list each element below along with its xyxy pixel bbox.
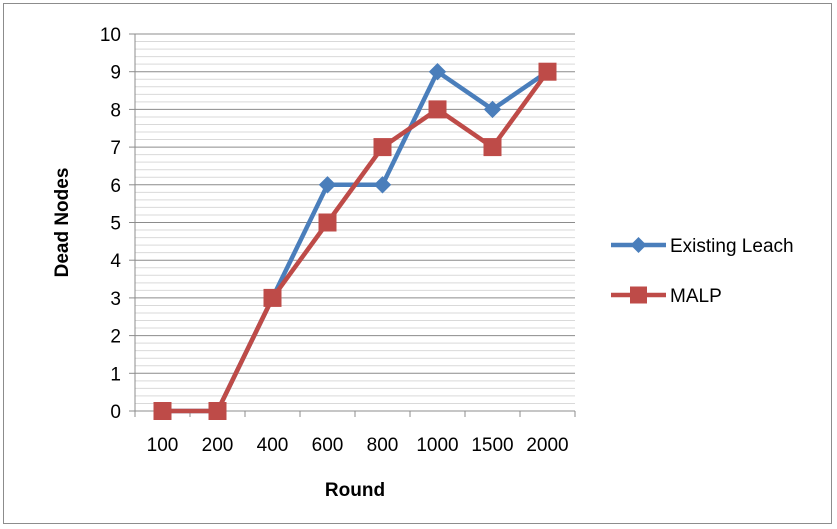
axes (129, 33, 576, 417)
data-point-existing-leach (373, 176, 392, 194)
data-point-existing-leach (428, 62, 447, 81)
series-line-malp (162, 70, 550, 414)
y-tick-label: 10 (100, 25, 121, 46)
x-axis-title: Round (325, 480, 385, 501)
y-tick-label: 4 (110, 251, 121, 272)
legend-label-malp: MALP (670, 286, 722, 307)
x-tick-label: 100 (147, 435, 179, 456)
data-point-malp (263, 288, 282, 307)
y-tick-label: 5 (110, 214, 121, 235)
x-tick-label: 200 (202, 435, 234, 456)
y-tick-label: 0 (110, 402, 121, 423)
series-group (153, 62, 557, 420)
series-malp (153, 62, 557, 420)
x-tick-label: 1500 (471, 435, 513, 456)
y-tick-label: 6 (110, 176, 121, 197)
legend-item-existing-leach: Existing Leach (611, 236, 794, 257)
data-point-malp (318, 213, 337, 232)
legend-square-marker-icon (630, 286, 647, 304)
gridlines (135, 33, 575, 404)
data-point-malp (153, 402, 172, 420)
legend-diamond-marker-icon (630, 237, 647, 253)
y-tick-label: 9 (110, 63, 121, 84)
data-point-malp (428, 100, 447, 119)
y-tick-label: 3 (110, 289, 121, 310)
x-tick-label: 1000 (416, 435, 458, 456)
legend: Existing Leach MALP (611, 236, 794, 307)
data-point-malp (483, 138, 502, 157)
data-point-existing-leach (483, 100, 502, 119)
data-point-malp (373, 138, 392, 157)
data-point-malp (538, 62, 557, 81)
y-axis-title: Dead Nodes (52, 168, 73, 278)
y-tick-label: 1 (110, 364, 121, 385)
series-line-existing-leach (162, 69, 549, 414)
y-tick-label: 8 (110, 100, 121, 121)
legend-label-existing-leach: Existing Leach (670, 236, 794, 257)
x-tick-label: 400 (257, 435, 289, 456)
data-point-malp (208, 402, 227, 420)
tick-labels: 0 1 2 3 4 5 6 7 8 9 10 100 200 400 600 800 1000 1500 2000 (100, 25, 569, 456)
x-tick-label: 600 (312, 435, 344, 456)
x-tick-label: 800 (367, 435, 399, 456)
y-tick-label: 2 (110, 327, 121, 348)
chart-frame (3, 3, 832, 524)
data-point-existing-leach (318, 176, 337, 194)
y-tick-label: 7 (110, 138, 121, 159)
legend-item-malp: MALP (611, 286, 722, 307)
x-tick-label: 2000 (526, 435, 568, 456)
